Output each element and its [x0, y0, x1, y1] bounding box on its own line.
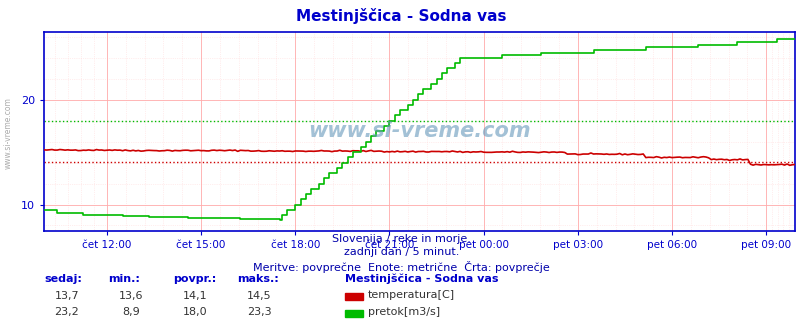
Text: Mestinjščica - Sodna vas: Mestinjščica - Sodna vas [296, 8, 506, 24]
Text: zadnji dan / 5 minut.: zadnji dan / 5 minut. [343, 247, 459, 257]
Text: 18,0: 18,0 [183, 307, 207, 317]
Text: pretok[m3/s]: pretok[m3/s] [367, 307, 439, 317]
Text: Mestinjščica - Sodna vas: Mestinjščica - Sodna vas [345, 274, 498, 285]
Text: temperatura[C]: temperatura[C] [367, 290, 454, 300]
Text: 23,2: 23,2 [55, 307, 79, 317]
Text: sedaj:: sedaj: [44, 274, 82, 284]
Text: Slovenija / reke in morje.: Slovenija / reke in morje. [332, 234, 470, 244]
Text: 14,1: 14,1 [183, 290, 207, 300]
Text: povpr.:: povpr.: [172, 274, 216, 284]
Text: 13,6: 13,6 [119, 290, 143, 300]
Text: Meritve: povprečne  Enote: metrične  Črta: povprečje: Meritve: povprečne Enote: metrične Črta:… [253, 261, 549, 273]
Text: 8,9: 8,9 [122, 307, 140, 317]
Text: www.si-vreme.com: www.si-vreme.com [308, 121, 530, 141]
Text: 14,5: 14,5 [247, 290, 271, 300]
Text: 13,7: 13,7 [55, 290, 79, 300]
Text: 23,3: 23,3 [247, 307, 271, 317]
Text: www.si-vreme.com: www.si-vreme.com [4, 97, 13, 169]
Text: min.:: min.: [108, 274, 140, 284]
Text: maks.:: maks.: [237, 274, 278, 284]
